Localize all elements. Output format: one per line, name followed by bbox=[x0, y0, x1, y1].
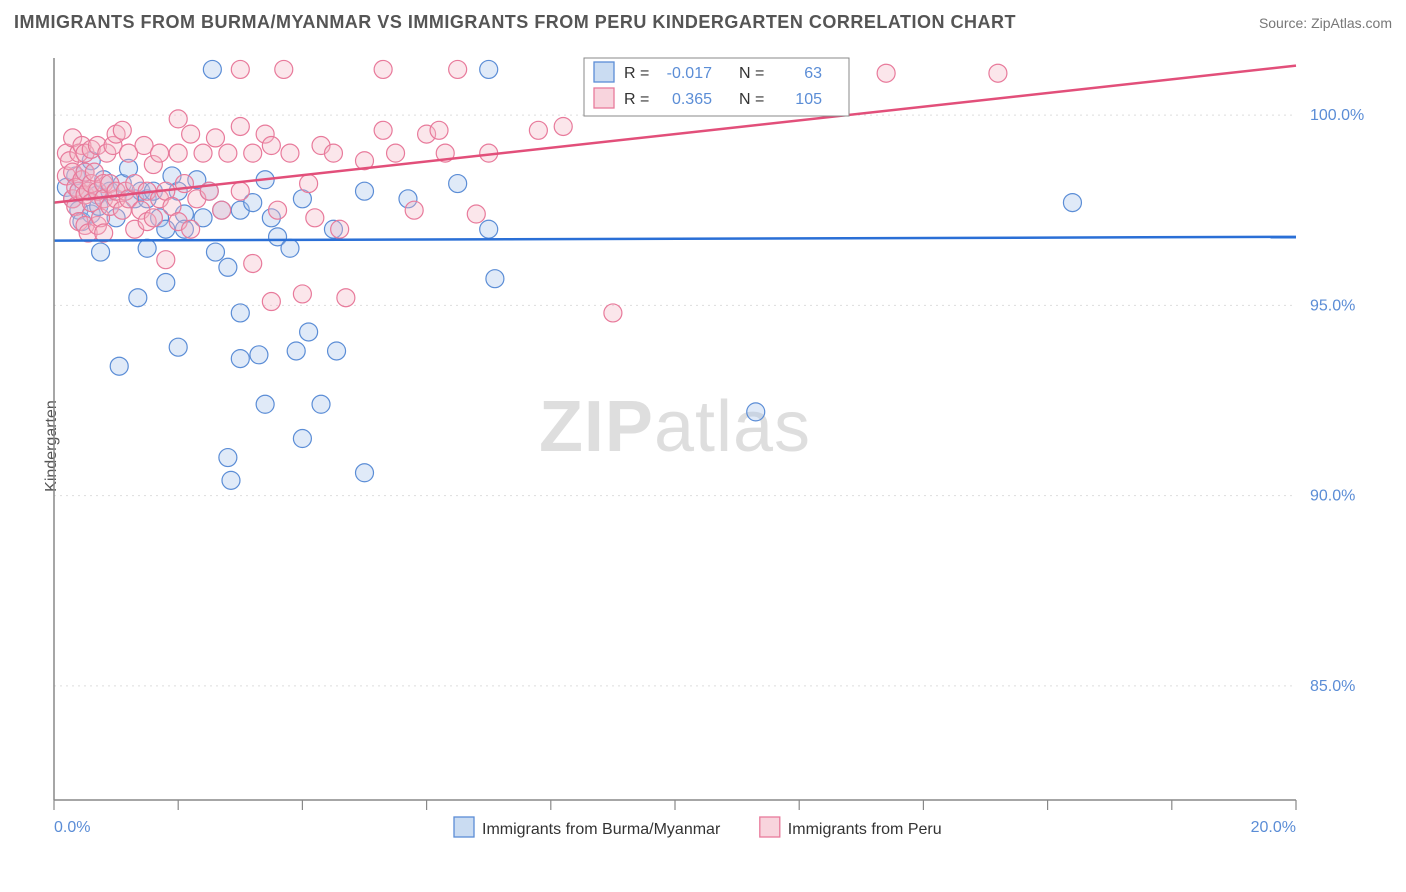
svg-text:Immigrants from Burma/Myanmar: Immigrants from Burma/Myanmar bbox=[482, 821, 721, 838]
svg-text:0.365: 0.365 bbox=[672, 91, 712, 108]
svg-text:100.0%: 100.0% bbox=[1310, 107, 1364, 124]
svg-text:-0.017: -0.017 bbox=[667, 65, 712, 82]
svg-text:90.0%: 90.0% bbox=[1310, 488, 1355, 505]
correlation-chart: 85.0% 90.0% 95.0% 100.0% ZIPatlas 0.0% 20.0% R … bbox=[44, 40, 1364, 845]
svg-text:0.0%: 0.0% bbox=[54, 819, 90, 836]
svg-text:95.0%: 95.0% bbox=[1310, 297, 1355, 314]
svg-text:Immigrants from Peru: Immigrants from Peru bbox=[788, 821, 942, 838]
svg-text:N =: N = bbox=[739, 91, 764, 108]
svg-text:R =: R = bbox=[624, 65, 649, 82]
svg-text:105: 105 bbox=[795, 91, 822, 108]
source-label: Source: ZipAtlas.com bbox=[1259, 15, 1392, 31]
svg-text:20.0%: 20.0% bbox=[1251, 819, 1296, 836]
svg-text:63: 63 bbox=[804, 65, 822, 82]
svg-text:R =: R = bbox=[624, 91, 649, 108]
svg-text:N =: N = bbox=[739, 65, 764, 82]
svg-text:85.0%: 85.0% bbox=[1310, 678, 1355, 695]
svg-text:ZIPatlas: ZIPatlas bbox=[539, 387, 811, 467]
chart-title: IMMIGRANTS FROM BURMA/MYANMAR VS IMMIGRA… bbox=[14, 12, 1016, 33]
